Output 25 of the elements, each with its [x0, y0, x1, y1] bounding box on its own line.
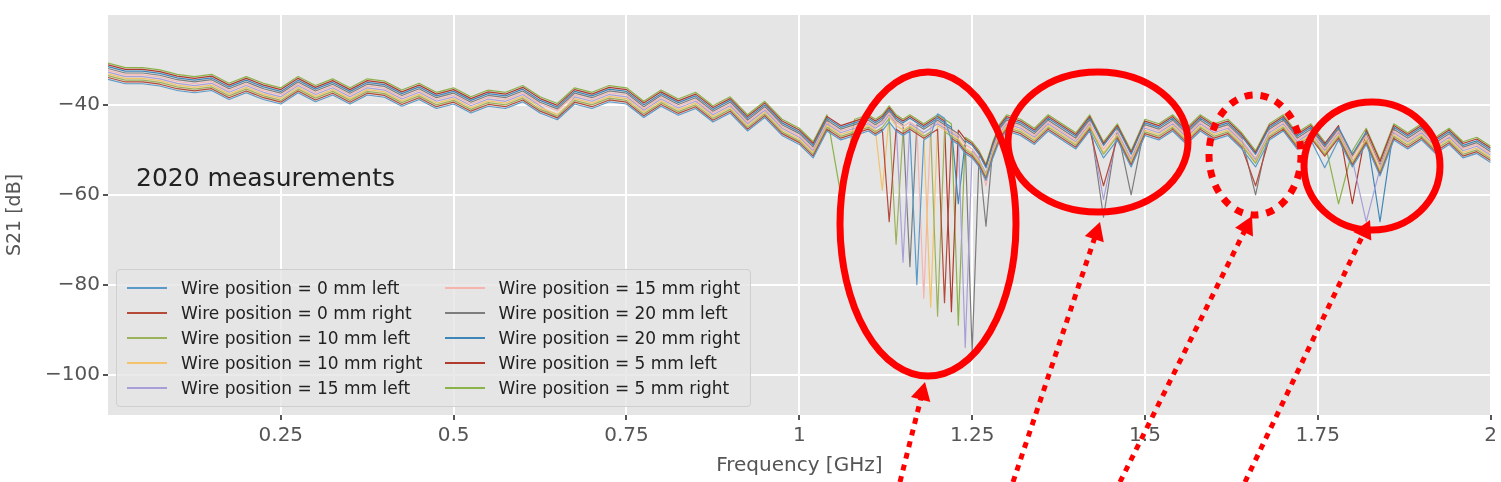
- legend-label: Wire position = 20 mm right: [498, 328, 741, 348]
- legend-label: Wire position = 15 mm left: [181, 378, 411, 398]
- x-axis-title: Frequency [GHz]: [716, 452, 883, 477]
- legend-label: Wire position = 15 mm right: [498, 278, 741, 298]
- legend-label: Wire position = 10 mm left: [181, 328, 411, 348]
- y-tick-label: −80: [57, 270, 100, 295]
- x-tick-label: 0.25: [258, 422, 304, 447]
- y-tick-label: −60: [57, 180, 100, 205]
- x-tick-label: 0.5: [437, 422, 470, 447]
- x-tick-label: 1.25: [949, 422, 995, 447]
- y-axis-title: S21 [dB]: [2, 173, 25, 257]
- x-tick-label: 1.5: [1129, 422, 1161, 447]
- x-tick-label: 0.75: [604, 422, 649, 447]
- legend-label: Wire position = 5 mm left: [498, 353, 717, 373]
- y-tick-label: −40: [57, 91, 100, 116]
- legend-label: Wire position = 5 mm right: [498, 378, 730, 398]
- legend-label: Wire position = 10 mm right: [181, 353, 423, 373]
- x-tick-label: 2: [1484, 422, 1497, 447]
- x-tick-label: 1: [792, 422, 806, 447]
- x-tick-label: 1.75: [1295, 422, 1341, 447]
- y-tick-label: −100: [45, 360, 100, 385]
- legend-label: Wire position = 20 mm left: [498, 303, 728, 323]
- annotation: 2020 measurements: [136, 163, 396, 192]
- legend-label: Wire position = 0 mm left: [181, 278, 400, 298]
- legend-label: Wire position = 0 mm right: [181, 303, 412, 323]
